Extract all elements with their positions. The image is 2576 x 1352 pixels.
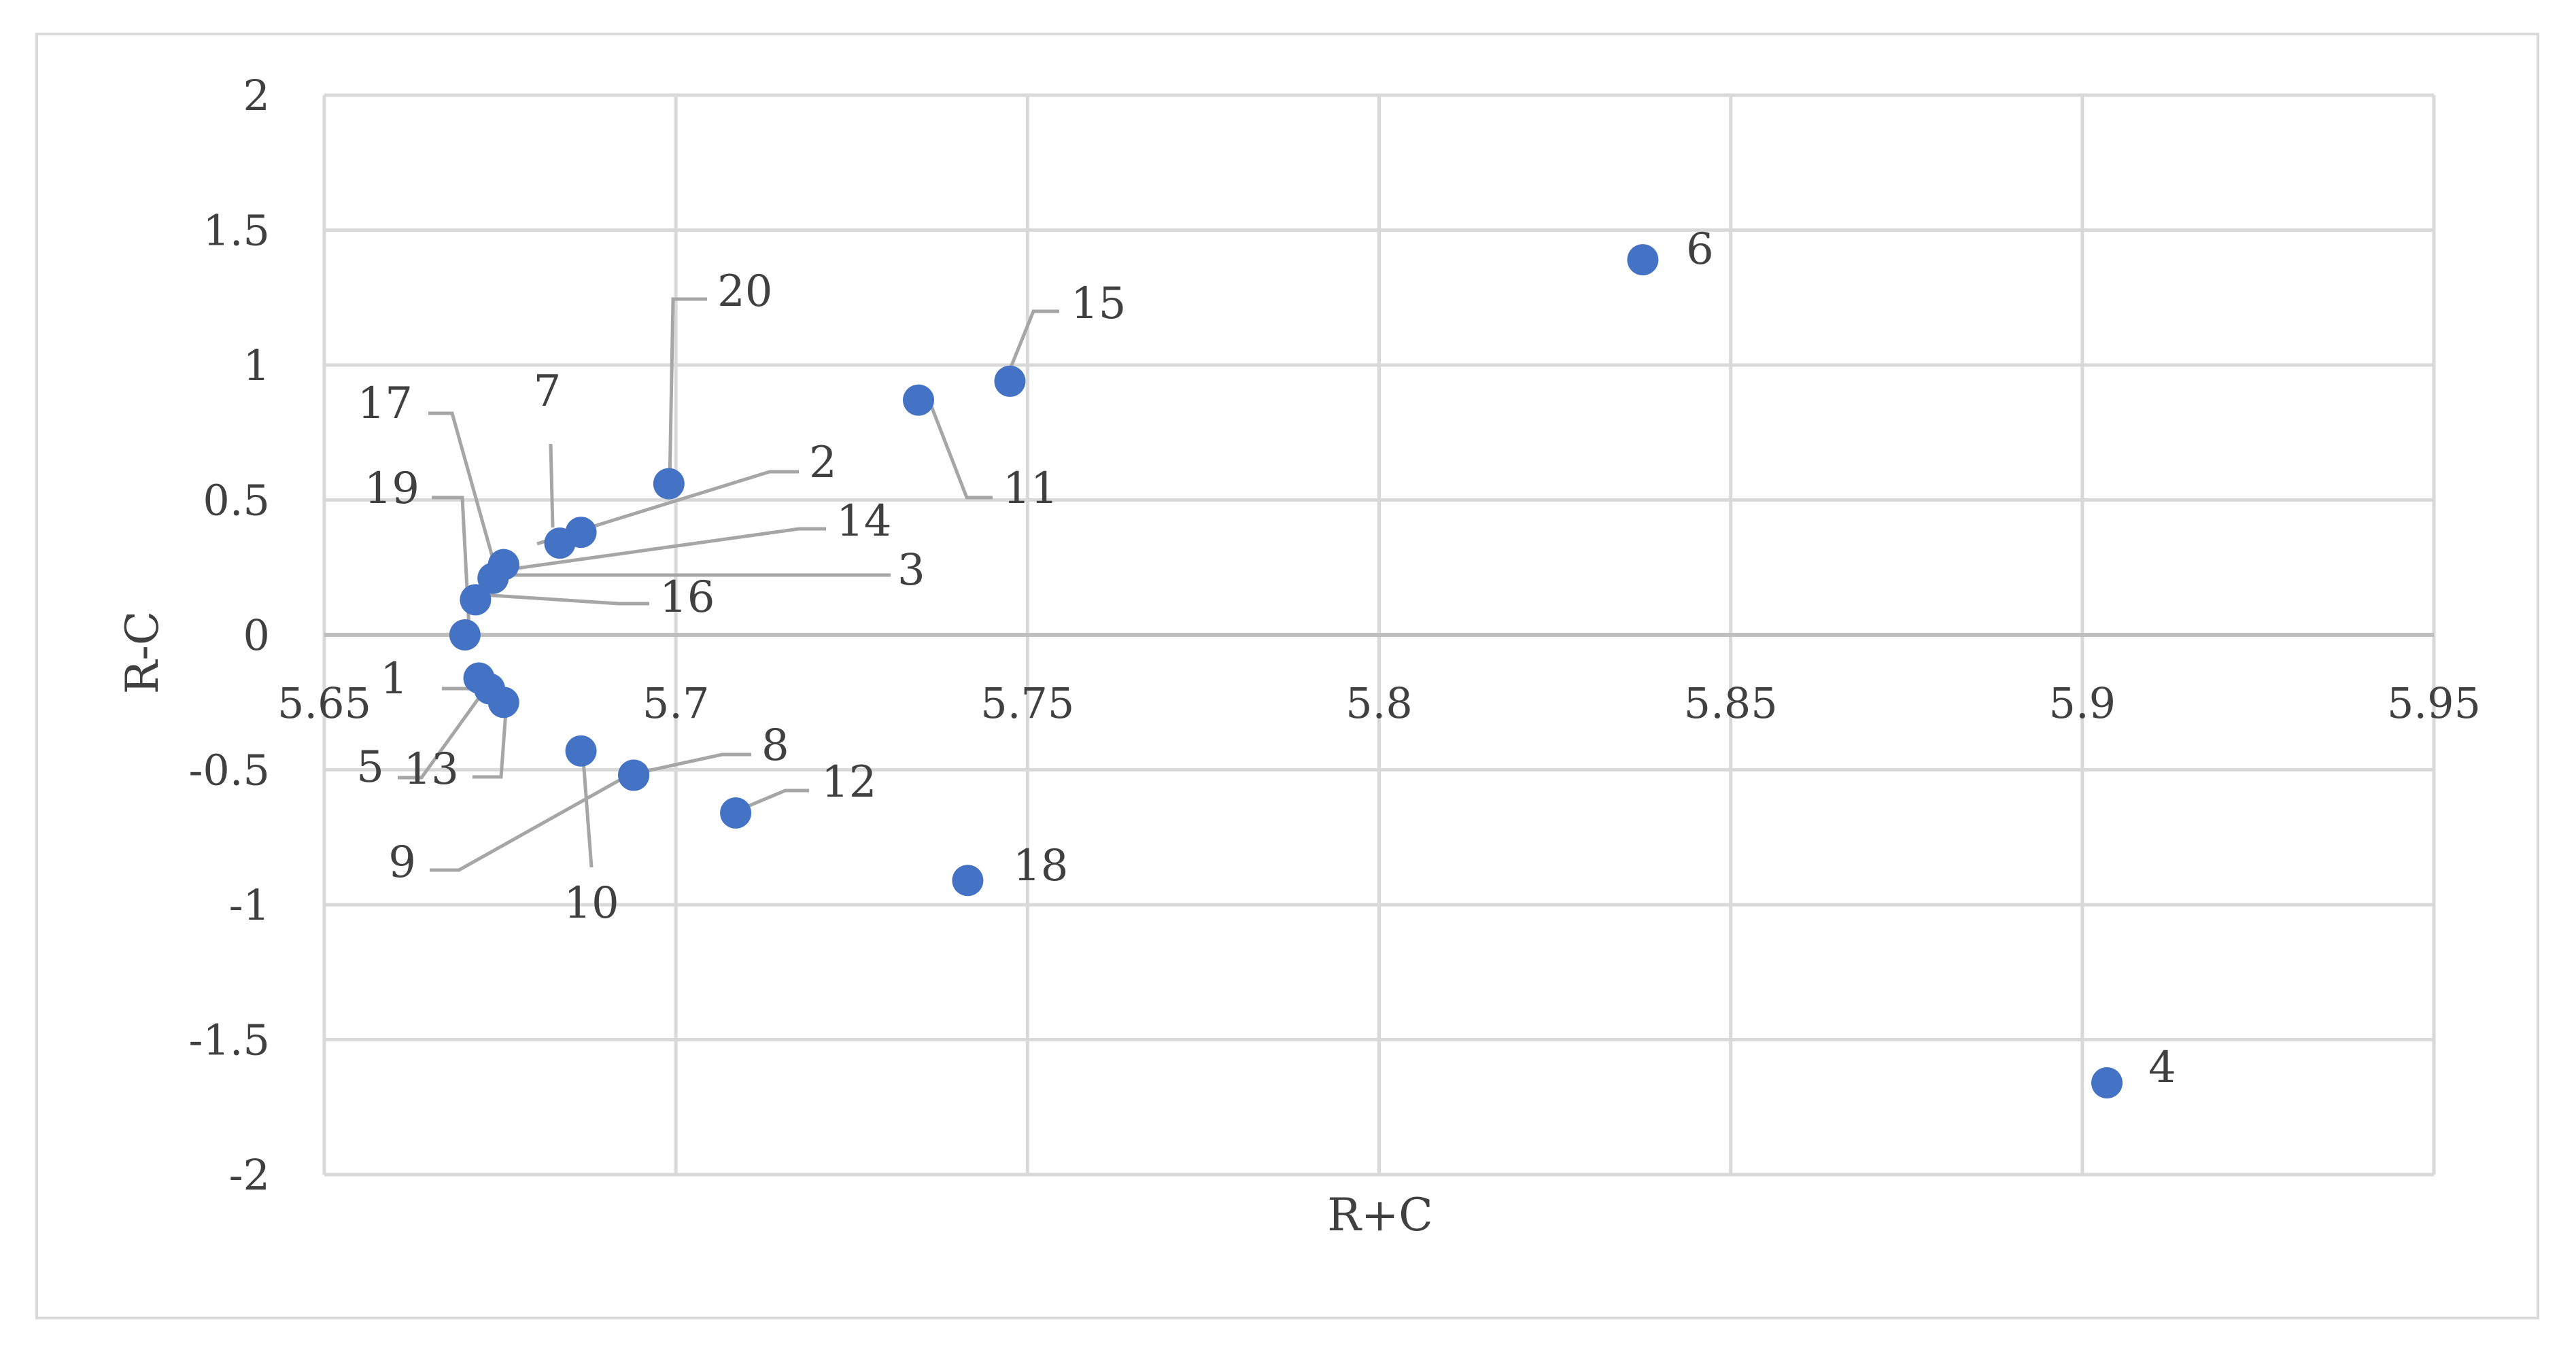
x-tick-label: 5.95 bbox=[2387, 678, 2481, 728]
y-axis-title: R-C bbox=[116, 611, 169, 695]
leader-line-9 bbox=[430, 773, 630, 872]
point-label-18: 18 bbox=[1013, 841, 1068, 891]
leader-line-15 bbox=[1003, 309, 1059, 383]
y-tick-label: 0 bbox=[243, 610, 270, 660]
data-point-19 bbox=[449, 619, 481, 651]
point-label-14: 14 bbox=[836, 496, 891, 547]
chart-area bbox=[35, 33, 2539, 1319]
y-tick-label: 2 bbox=[243, 71, 270, 120]
data-point-20 bbox=[653, 468, 685, 500]
point-label-19: 19 bbox=[364, 464, 419, 514]
data-point-6 bbox=[1627, 244, 1659, 276]
x-tick-label: 5.7 bbox=[642, 678, 710, 728]
leader-line-14 bbox=[516, 527, 826, 570]
data-point-12 bbox=[720, 797, 752, 829]
leader-line-16 bbox=[482, 593, 649, 606]
point-label-9: 9 bbox=[388, 837, 416, 888]
point-label-16: 16 bbox=[659, 572, 715, 623]
leader-line-7 bbox=[549, 443, 555, 528]
axes: 2 1.5 1 0.5 0 -0.5 -1 -1.5 -2 5.65 5.7 5.75 5.8 5.85 5… bbox=[188, 71, 2481, 1200]
data-point-11 bbox=[903, 384, 935, 416]
point-label-20: 20 bbox=[717, 266, 772, 317]
data-point-4 bbox=[2091, 1067, 2123, 1099]
x-tick-label: 5.8 bbox=[1345, 678, 1413, 728]
data-point-7 bbox=[565, 517, 597, 549]
point-label-17: 17 bbox=[358, 379, 413, 429]
x-tick-label: 5.65 bbox=[277, 678, 371, 728]
leader-line-5 bbox=[398, 682, 492, 780]
y-tick-label: -1 bbox=[229, 880, 270, 930]
point-label-7: 7 bbox=[534, 366, 562, 417]
label-leader-lines bbox=[398, 297, 1059, 872]
data-point-15 bbox=[994, 365, 1026, 397]
data-point-10 bbox=[565, 735, 597, 767]
x-tick-label: 5.85 bbox=[1684, 678, 1778, 728]
y-tick-label: -0.5 bbox=[188, 746, 270, 795]
point-label-1: 1 bbox=[380, 654, 408, 704]
data-point-13 bbox=[487, 687, 519, 718]
leader-line-11 bbox=[927, 400, 993, 500]
point-label-12: 12 bbox=[821, 757, 876, 808]
data-points bbox=[449, 244, 2123, 1099]
y-tick-label: -2 bbox=[229, 1150, 270, 1200]
x-tick-label: 5.9 bbox=[2049, 678, 2116, 728]
point-label-5: 5 bbox=[356, 742, 384, 793]
leader-line-19 bbox=[432, 496, 471, 629]
point-label-11: 11 bbox=[1003, 464, 1058, 514]
point-label-3: 3 bbox=[897, 545, 925, 595]
data-point-9 bbox=[618, 759, 650, 791]
point-label-10: 10 bbox=[564, 878, 619, 929]
data-point-17 bbox=[487, 549, 519, 580]
leader-line-17 bbox=[428, 411, 498, 572]
leader-line-10 bbox=[581, 750, 594, 868]
point-label-8: 8 bbox=[761, 721, 789, 771]
point-label-2: 2 bbox=[809, 438, 837, 488]
y-tick-label: 1 bbox=[243, 341, 270, 390]
x-tick-label: 5.75 bbox=[980, 678, 1074, 728]
y-tick-label: 1.5 bbox=[203, 206, 270, 256]
x-axis-title: R+C bbox=[1327, 1189, 1433, 1241]
leader-line-12 bbox=[738, 788, 809, 812]
point-label-15: 15 bbox=[1071, 279, 1126, 329]
data-point-18 bbox=[952, 865, 984, 897]
point-label-4: 4 bbox=[2148, 1043, 2176, 1093]
y-tick-label: -1.5 bbox=[188, 1016, 270, 1065]
leader-line-8 bbox=[628, 752, 751, 777]
data-point-16 bbox=[460, 584, 492, 616]
leader-line-13 bbox=[473, 701, 509, 779]
leader-line-2 bbox=[536, 470, 799, 546]
point-label-13: 13 bbox=[404, 744, 459, 795]
leader-line-20 bbox=[668, 297, 707, 483]
point-label-6: 6 bbox=[1686, 224, 1714, 275]
y-tick-label: 0.5 bbox=[203, 476, 270, 525]
